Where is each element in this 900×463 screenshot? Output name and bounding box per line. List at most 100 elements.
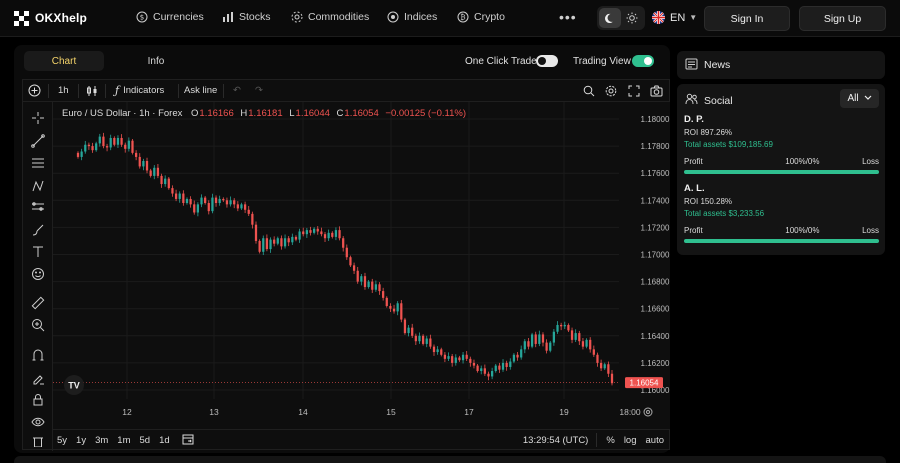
profit-loss-row: Profit 100%/0% Loss xyxy=(684,157,879,166)
nav-item-currencies[interactable]: $ Currencies xyxy=(136,11,204,23)
lock-icon[interactable] xyxy=(30,392,46,408)
candle-body xyxy=(160,175,163,185)
candle-body xyxy=(164,178,167,185)
fib-retracement-icon[interactable] xyxy=(30,200,46,216)
last-price-tag: 1.16054 xyxy=(625,377,663,389)
camera-icon[interactable] xyxy=(650,85,663,97)
candle-body xyxy=(294,236,298,240)
candle-body xyxy=(80,151,83,157)
one-click-trade-toggle[interactable] xyxy=(536,55,558,67)
log-scale-button[interactable]: log xyxy=(623,434,637,446)
candle-body xyxy=(131,140,134,153)
trend-line-icon[interactable] xyxy=(30,133,46,149)
candle-body xyxy=(487,373,490,377)
brush-icon[interactable] xyxy=(30,222,46,238)
indicators-button[interactable]: ƒ Indicators xyxy=(115,84,164,97)
candle-body xyxy=(418,335,421,342)
candle-body xyxy=(360,276,363,282)
tab-info[interactable]: Info xyxy=(147,55,165,67)
trader-card[interactable]: A. L. ROI 150.28% Total assets $3,233.56… xyxy=(684,183,879,243)
ask-line-button[interactable]: Ask line xyxy=(184,85,218,96)
trader-roi: ROI 150.28% xyxy=(684,197,733,206)
candle-body xyxy=(483,368,486,374)
news-panel[interactable]: News xyxy=(677,51,885,79)
range-3m[interactable]: 3m xyxy=(95,434,109,446)
candle-body xyxy=(182,193,185,204)
range-1d[interactable]: 1d xyxy=(159,434,170,446)
nav-item-indices[interactable]: Indices xyxy=(387,11,437,23)
nav-item-label: Currencies xyxy=(153,11,204,23)
candle-body xyxy=(538,334,541,344)
emoji-icon[interactable] xyxy=(30,266,46,282)
range-1y[interactable]: 1y xyxy=(76,434,87,446)
candle-body xyxy=(505,362,508,367)
y-tick-label: 1.17400 xyxy=(641,196,670,205)
sign-up-button[interactable]: Sign Up xyxy=(799,6,886,31)
profit-loss-ratio: 100%/0% xyxy=(785,226,820,235)
magnet-icon[interactable] xyxy=(30,347,46,363)
search-icon[interactable] xyxy=(583,85,595,97)
crosshair-icon[interactable] xyxy=(30,110,46,126)
bottom-panel-edge xyxy=(14,456,886,463)
candle-body xyxy=(607,364,610,374)
zoom-in-icon[interactable] xyxy=(30,317,46,333)
interval-selector[interactable]: 1h xyxy=(58,85,69,96)
text-tool-icon[interactable] xyxy=(30,244,46,260)
tab-chart[interactable]: Chart xyxy=(24,51,104,71)
pattern-icon[interactable] xyxy=(30,178,46,194)
candle-body xyxy=(556,324,559,332)
horizontal-lines-icon[interactable] xyxy=(30,155,46,171)
undo-icon[interactable]: ↶ xyxy=(233,85,241,96)
add-symbol-icon[interactable] xyxy=(28,84,41,97)
language-selector[interactable]: EN ▼ xyxy=(652,11,697,24)
candle-body xyxy=(298,231,301,240)
nav-item-crypto[interactable]: ₿ Crypto xyxy=(457,11,505,23)
candlestick-type-icon[interactable] xyxy=(86,85,98,97)
candle-body xyxy=(334,230,338,237)
range-5y[interactable]: 5y xyxy=(57,434,68,446)
percent-scale-button[interactable]: % xyxy=(606,434,615,446)
fullscreen-icon[interactable] xyxy=(628,85,640,97)
candle-body xyxy=(378,284,381,292)
ruler-icon[interactable] xyxy=(30,295,46,311)
commodities-icon xyxy=(291,11,303,23)
settings-icon[interactable] xyxy=(605,85,617,97)
more-menu-button[interactable]: ••• xyxy=(559,9,577,25)
social-filter-select[interactable]: All xyxy=(840,89,879,108)
calendar-goto-icon[interactable] xyxy=(182,433,194,448)
candle-body xyxy=(156,167,160,176)
candle-body xyxy=(465,354,468,359)
candle-body xyxy=(512,354,516,362)
toggle-knob xyxy=(644,57,652,65)
nav-item-commodities[interactable]: Commodities xyxy=(291,11,369,23)
candle-body xyxy=(342,238,345,248)
candle-body xyxy=(240,204,243,209)
lock-drawing-icon[interactable] xyxy=(30,370,46,386)
candle-body xyxy=(476,365,479,372)
trash-icon[interactable] xyxy=(30,437,46,447)
time-axis-settings-icon[interactable] xyxy=(643,407,653,417)
redo-icon[interactable]: ↷ xyxy=(255,85,263,96)
logo[interactable]: OKXhelp xyxy=(14,10,87,26)
theme-toggle[interactable] xyxy=(597,6,645,30)
candle-body xyxy=(581,341,585,347)
price-plot[interactable]: 1.18000 1.17800 1.17600 1.17400 1.17200 1.170… xyxy=(53,102,670,429)
profit-label: Profit xyxy=(684,226,703,235)
moon-icon[interactable] xyxy=(599,8,621,28)
range-5d[interactable]: 5d xyxy=(139,434,151,446)
nav-item-stocks[interactable]: Stocks xyxy=(222,11,271,23)
trading-view-toggle[interactable] xyxy=(632,55,654,67)
candle-body xyxy=(236,204,239,209)
currency-icon: $ xyxy=(136,11,148,23)
trader-card[interactable]: D. P. ROI 897.26% Total assets $109,185.… xyxy=(684,114,879,174)
tradingview-logo-icon[interactable]: TV xyxy=(64,375,84,395)
utc-clock[interactable]: 13:29:54 (UTC) xyxy=(522,434,589,446)
sign-in-button[interactable]: Sign In xyxy=(704,6,790,31)
tradingview-chart[interactable]: 1h ƒ Indicators Ask line ↶ ↷ xyxy=(22,79,670,451)
y-tick-label: 1.17000 xyxy=(641,251,670,260)
range-1m[interactable]: 1m xyxy=(117,434,131,446)
y-tick-label: 1.16800 xyxy=(641,278,670,287)
auto-scale-button[interactable]: auto xyxy=(645,434,665,446)
sun-icon[interactable] xyxy=(621,8,643,28)
eye-icon[interactable] xyxy=(30,414,46,430)
